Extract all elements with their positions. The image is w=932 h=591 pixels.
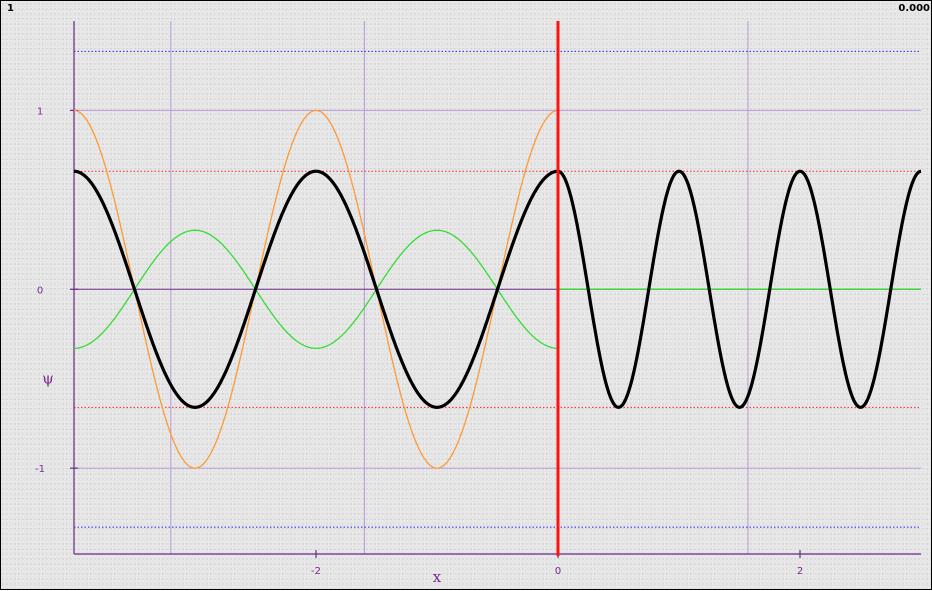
y-axis-label: ψ xyxy=(42,370,54,388)
series-curve-1 xyxy=(73,229,559,349)
y-tick-label-0: 1 xyxy=(37,106,43,117)
axes xyxy=(70,21,921,558)
x-tick-label-2: 2 xyxy=(797,566,803,577)
y-tick-label-2: -1 xyxy=(35,464,45,475)
corner-label-right: 0.000 xyxy=(898,3,930,14)
series-layer xyxy=(73,109,922,469)
reference-lines xyxy=(74,50,921,528)
series-curve-0 xyxy=(73,109,559,469)
series-curve-3 xyxy=(73,169,559,409)
x-tick-label-0: -2 xyxy=(311,566,321,577)
labels-layer: -2 0 2 1 0 -1 x ψ xyxy=(35,106,803,586)
x-tick-label-1: 0 xyxy=(555,566,561,577)
x-axis-label: x xyxy=(433,568,442,586)
y-tick-label-1: 0 xyxy=(37,285,43,296)
series-curve-4 xyxy=(557,169,922,409)
corner-label-left: 1 xyxy=(7,3,14,14)
